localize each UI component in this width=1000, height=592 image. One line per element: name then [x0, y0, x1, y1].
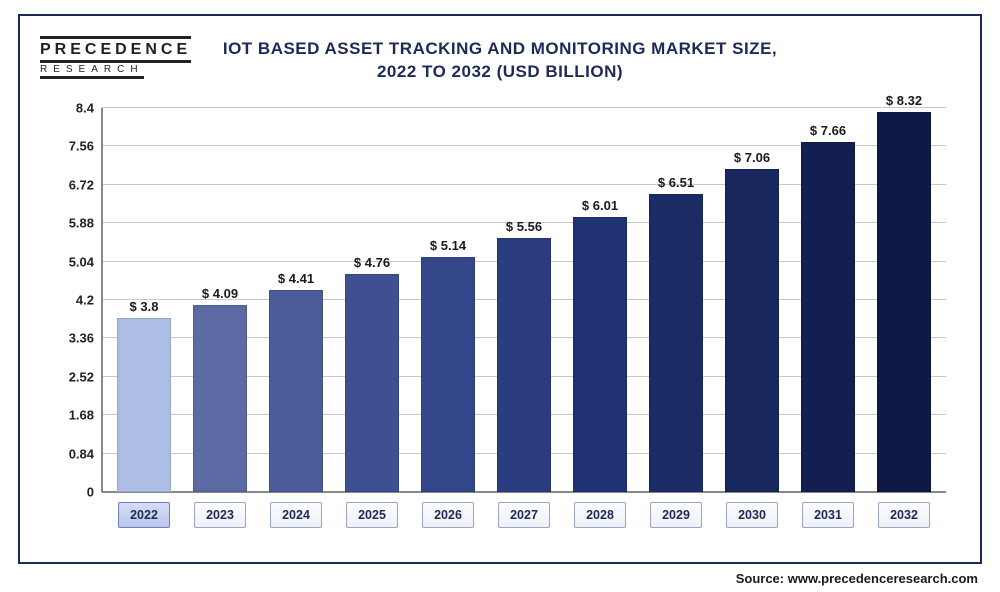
y-tick-label: 0: [87, 485, 102, 500]
chart-frame: PRECEDENCE RESEARCH IOT BASED ASSET TRAC…: [18, 14, 982, 564]
bar-slot: $ 8.32: [866, 108, 942, 492]
x-axis-labels: 2022 2023 2024 2025 2026 2027 2028 2029 2030 2031…: [102, 502, 946, 528]
bar-slot: $ 4.41: [258, 108, 334, 492]
x-tick-label: 2029: [650, 502, 702, 528]
y-tick-label: 1.68: [69, 408, 102, 423]
y-tick-label: 4.2: [76, 293, 102, 308]
bar-value-label: $ 6.51: [638, 175, 714, 190]
logo-sub-text: RESEARCH: [40, 63, 144, 79]
y-tick-label: 3.36: [69, 331, 102, 346]
x-tick-label: 2028: [574, 502, 626, 528]
x-label-slot: 2023: [182, 502, 258, 528]
bar: [801, 142, 856, 492]
x-label-slot: 2028: [562, 502, 638, 528]
bar-value-label: $ 3.8: [106, 299, 182, 314]
bar-slot: $ 4.76: [334, 108, 410, 492]
bar-value-label: $ 7.06: [714, 150, 790, 165]
bar: [193, 305, 248, 492]
bar-value-label: $ 4.76: [334, 255, 410, 270]
x-tick-label: 2031: [802, 502, 854, 528]
y-tick-label: 5.04: [69, 254, 102, 269]
x-tick-label: 2032: [878, 502, 930, 528]
x-label-slot: 2031: [790, 502, 866, 528]
bar: [877, 112, 932, 492]
bar-value-label: $ 5.14: [410, 238, 486, 253]
bar: [269, 290, 324, 492]
x-label-slot: 2025: [334, 502, 410, 528]
bar: [345, 274, 400, 492]
bar-slot: $ 7.66: [790, 108, 866, 492]
y-tick-label: 2.52: [69, 369, 102, 384]
x-label-slot: 2026: [410, 502, 486, 528]
source-attribution: Source: www.precedenceresearch.com: [736, 571, 978, 586]
x-tick-label: 2025: [346, 502, 398, 528]
bar-slot: $ 6.51: [638, 108, 714, 492]
bar-slot: $ 3.8: [106, 108, 182, 492]
bars-container: $ 3.8$ 4.09$ 4.41$ 4.76$ 5.14$ 5.56$ 6.0…: [102, 108, 946, 492]
y-tick-label: 5.88: [69, 216, 102, 231]
x-tick-label: 2023: [194, 502, 246, 528]
bar-slot: $ 7.06: [714, 108, 790, 492]
x-label-slot: 2027: [486, 502, 562, 528]
bar-slot: $ 4.09: [182, 108, 258, 492]
bar: [573, 217, 628, 492]
x-tick-label: 2024: [270, 502, 322, 528]
bar-value-label: $ 7.66: [790, 123, 866, 138]
y-tick-label: 6.72: [69, 177, 102, 192]
bar-value-label: $ 6.01: [562, 198, 638, 213]
bar: [497, 238, 552, 492]
plot-area: 00.841.682.523.364.25.045.886.727.568.4 …: [102, 108, 946, 492]
logo-main-text: PRECEDENCE: [40, 36, 191, 63]
bar-value-label: $ 5.56: [486, 219, 562, 234]
y-tick-label: 7.56: [69, 139, 102, 154]
x-tick-label: 2030: [726, 502, 778, 528]
bar: [117, 318, 172, 492]
x-tick-label: 2026: [422, 502, 474, 528]
x-label-slot: 2029: [638, 502, 714, 528]
x-label-slot: 2022: [106, 502, 182, 528]
bar-value-label: $ 8.32: [866, 93, 942, 108]
x-label-slot: 2032: [866, 502, 942, 528]
brand-logo: PRECEDENCE RESEARCH: [40, 36, 191, 79]
y-tick-label: 0.84: [69, 446, 102, 461]
bar: [649, 194, 704, 492]
bar-slot: $ 5.14: [410, 108, 486, 492]
bar-slot: $ 5.56: [486, 108, 562, 492]
bar: [421, 257, 476, 492]
bar-slot: $ 6.01: [562, 108, 638, 492]
bar-value-label: $ 4.09: [182, 286, 258, 301]
bar-value-label: $ 4.41: [258, 271, 334, 286]
x-label-slot: 2024: [258, 502, 334, 528]
x-tick-label: 2027: [498, 502, 550, 528]
x-label-slot: 2030: [714, 502, 790, 528]
bar: [725, 169, 780, 492]
y-tick-label: 8.4: [76, 101, 102, 116]
x-tick-label: 2022: [118, 502, 170, 528]
